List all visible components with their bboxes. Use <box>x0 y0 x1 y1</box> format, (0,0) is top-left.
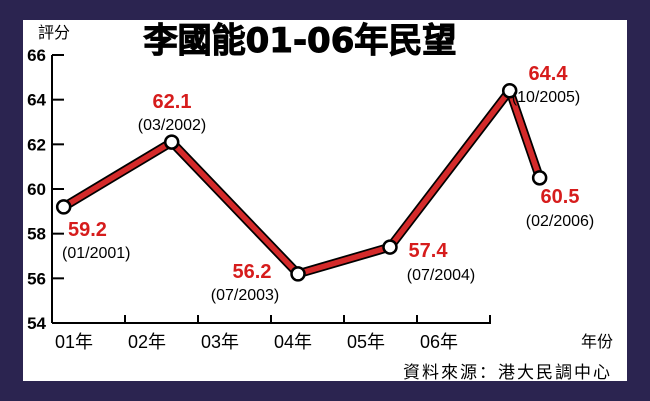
data-label-date: (01/2001) <box>62 245 131 262</box>
y-tick-label: 54 <box>27 314 46 333</box>
data-point <box>163 134 180 150</box>
y-tick-label: 64 <box>27 91 46 110</box>
series-line <box>62 87 543 277</box>
data-label-value: 57.4 <box>409 240 449 262</box>
data-label-date: (03/2002) <box>138 117 207 134</box>
chart-title: 李國能01-06年民望 <box>144 21 457 61</box>
chart-panel <box>23 20 627 381</box>
data-label-date: (07/2003) <box>211 287 280 304</box>
data-label-date: (02/2006) <box>526 213 595 230</box>
y-tick-label: 66 <box>27 46 46 65</box>
y-axis-label: 評分 <box>38 23 70 42</box>
x-tick-label: 04年 <box>274 332 312 352</box>
data-label-date: (10/2005) <box>512 89 581 106</box>
x-tick-label: 06年 <box>420 332 458 352</box>
x-tick-label: 01年 <box>55 332 93 352</box>
x-tick-label: 02年 <box>128 332 166 352</box>
data-label-value: 60.5 <box>541 186 580 208</box>
data-label-value: 56.2 <box>233 261 272 283</box>
y-tick-label: 58 <box>27 225 46 244</box>
x-axis-label: 年份 <box>581 332 613 351</box>
data-point <box>531 170 548 186</box>
data-label-value: 59.2 <box>68 219 107 241</box>
y-tick-label: 62 <box>27 135 46 154</box>
data-label-value: 64.4 <box>529 63 569 85</box>
x-tick-label: 05年 <box>347 332 385 352</box>
data-point <box>55 199 72 215</box>
data-point <box>501 82 518 99</box>
data-point <box>290 266 306 282</box>
data-point <box>382 239 398 255</box>
x-tick-label: 03年 <box>201 332 239 352</box>
source-note: 資料來源：港大民調中心 <box>403 363 612 383</box>
y-tick-label: 60 <box>27 180 46 199</box>
data-label-value: 62.1 <box>153 91 192 113</box>
data-label-date: (07/2004) <box>407 267 476 284</box>
y-tick-label: 56 <box>27 269 46 288</box>
